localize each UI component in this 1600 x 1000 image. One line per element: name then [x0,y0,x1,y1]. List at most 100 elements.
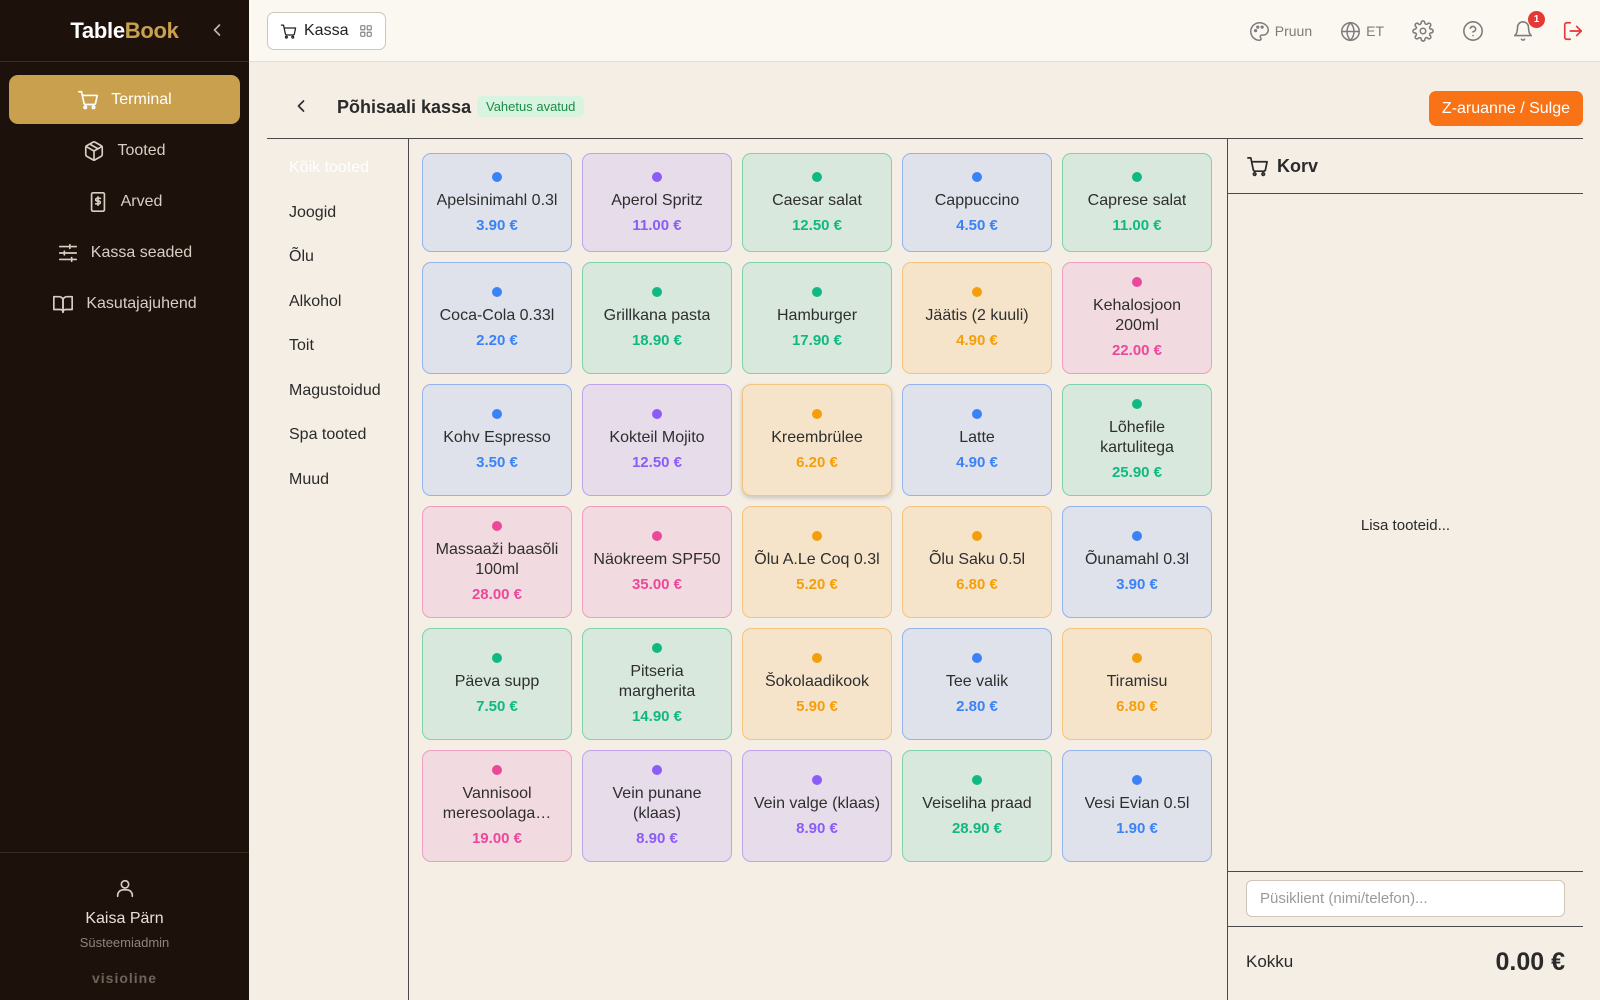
category-item[interactable]: Muud [289,470,330,488]
terminal-panel: Kõik tooted Joogid Õlu Alkohol Toit Magustoid… [267,138,1583,1000]
customer-search-input[interactable] [1246,880,1565,917]
sidebar-item-label: Tooted [117,141,166,159]
product-name: Kokteil Mojito [609,429,705,446]
help-icon [1463,21,1483,41]
product-name: Vesi Evian 0.5l [1084,795,1190,812]
product-price: 3.90 € [476,216,518,234]
back-arrow-icon[interactable] [291,96,311,116]
product-tile[interactable]: Caesar salat 12.50 € [742,153,892,252]
product-name: Vannisool meresoolaga… [442,785,552,822]
product-tile[interactable]: Õlu Saku 0.5l 6.80 € [902,506,1052,618]
product-name: Šokolaadikook [764,673,870,690]
product-tile[interactable]: Massaaži baasõli 100ml 28.00 € [422,506,572,618]
product-price: 28.00 € [471,586,523,603]
product-tile[interactable]: Aperol Spritz 11.00 € [582,153,732,252]
product-price: 22.00 € [1111,342,1163,359]
product-tile[interactable]: Kreembrülee 6.20 € [742,384,892,496]
product-name: Caprese salat [1087,191,1187,209]
category-dot-icon [1132,775,1142,785]
category-item[interactable]: Kõik tooted [289,159,370,177]
sidebar: TableBook Terminal Tooted Arved Kassa se… [0,0,249,1000]
product-name: Vein valge (klaas) [753,795,881,812]
category-item[interactable]: Magustoidud [289,381,381,399]
logout-button[interactable] [1562,20,1584,42]
product-tile[interactable]: Grillkana pasta 18.90 € [582,262,732,374]
product-tile[interactable]: Vein valge (klaas) 8.90 € [742,750,892,862]
product-price: 3.50 € [476,454,518,471]
product-tile[interactable]: Kokteil Mojito 12.50 € [582,384,732,496]
sidebar-item-kasutajajuhend[interactable]: Kasutajajuhend [9,279,240,328]
product-name: Jäätis (2 kuuli) [925,307,1029,324]
product-tile[interactable]: Näokreem SPF50 35.00 € [582,506,732,618]
product-price: 4.90 € [956,454,998,471]
sidebar-item-terminal[interactable]: Terminal [9,75,240,124]
product-tile[interactable]: Jäätis (2 kuuli) 4.90 € [902,262,1052,374]
product-tile[interactable]: Õunamahl 0.3l 3.90 € [1062,506,1212,618]
category-item[interactable]: Õlu [289,248,314,266]
product-tile[interactable]: Tiramisu 6.80 € [1062,628,1212,740]
product-tile[interactable]: Lõhefile kartulitega 25.90 € [1062,384,1212,496]
product-tile[interactable]: Vein punane (klaas) 8.90 € [582,750,732,862]
category-item[interactable]: Spa tooted [289,426,367,444]
product-tile[interactable]: Kehalosjoon 200ml 22.00 € [1062,262,1212,374]
category-dot-icon [1132,531,1142,541]
product-price: 28.90 € [951,820,1003,837]
sidebar-item-label: Terminal [111,90,172,108]
language-selector[interactable]: ET [1340,21,1384,42]
chevron-left-icon[interactable] [207,20,227,40]
globe-icon [1341,21,1361,41]
product-tile[interactable]: Õlu A.Le Coq 0.3l 5.20 € [742,506,892,618]
category-item[interactable]: Alkohol [289,292,342,310]
settings-button[interactable] [1412,20,1434,42]
product-price: 11.00 € [1112,216,1162,234]
product-name: Kreembrülee [771,429,863,446]
sidebar-item-arved[interactable]: Arved [9,177,240,226]
category-dot-icon [1132,277,1142,287]
category-dot-icon [652,171,662,182]
product-tile[interactable]: Vannisool meresoolaga… 19.00 € [422,750,572,862]
product-tile[interactable]: Tee valik 2.80 € [902,628,1052,740]
product-name: Pitseria margherita [618,663,696,700]
kassa-button[interactable]: Kassa [267,12,387,50]
cart-icon [78,90,99,109]
product-tile[interactable]: Pitseria margherita 14.90 € [582,628,732,740]
category-item[interactable]: Joogid [289,203,337,221]
category-dot-icon [492,765,502,775]
product-tile[interactable]: Veiseliha praad 28.90 € [902,750,1052,862]
category-dot-icon [492,409,502,419]
sidebar-item-label: Arved [120,192,163,210]
product-price: 12.50 € [631,454,683,471]
product-name: Tiramisu [1106,673,1168,690]
product-tile[interactable]: Päeva supp 7.50 € [422,628,572,740]
product-tile[interactable]: Šokolaadikook 5.90 € [742,628,892,740]
category-dot-icon [652,765,662,775]
sidebar-item-tooted[interactable]: Tooted [9,126,240,175]
product-tile[interactable]: Coca-Cola 0.33l 2.20 € [422,262,572,374]
category-list: Kõik tooted Joogid Õlu Alkohol Toit Magustoid… [267,139,409,1000]
product-tile[interactable]: Latte 4.90 € [902,384,1052,496]
user-role: Süsteemiadmin [79,935,170,950]
cart-empty-message: Lisa tooteid... [1360,517,1451,534]
product-tile[interactable]: Vesi Evian 0.5l 1.90 € [1062,750,1212,862]
sidebar-item-kassa-seaded[interactable]: Kassa seaded [9,228,240,277]
product-tile[interactable]: Hamburger 17.90 € [742,262,892,374]
product-tile[interactable]: Caprese salat 11.00 € [1062,153,1212,252]
category-dot-icon [972,409,982,419]
cart-title: Korv [1277,155,1319,176]
product-name: Vein punane (klaas) [612,785,702,822]
notifications-button[interactable]: 1 [1512,11,1545,42]
product-tile[interactable]: Cappuccino 4.50 € [902,153,1052,252]
product-price: 14.90 € [631,708,683,725]
palette-icon [1249,21,1269,41]
category-item[interactable]: Toit [289,337,314,355]
z-report-close-button[interactable]: Z-aruanne / Sulge [1428,91,1583,126]
product-tile[interactable]: Apelsinimahl 0.3l 3.90 € [422,153,572,252]
product-price: 6.80 € [956,576,998,593]
theme-selector[interactable]: Pruun [1249,21,1312,42]
product-name: Kohv Espresso [443,429,551,446]
product-tile[interactable]: Kohv Espresso 3.50 € [422,384,572,496]
help-button[interactable] [1462,20,1484,42]
category-dot-icon [652,643,662,653]
category-dot-icon [812,531,822,541]
bell-icon [1513,21,1533,41]
